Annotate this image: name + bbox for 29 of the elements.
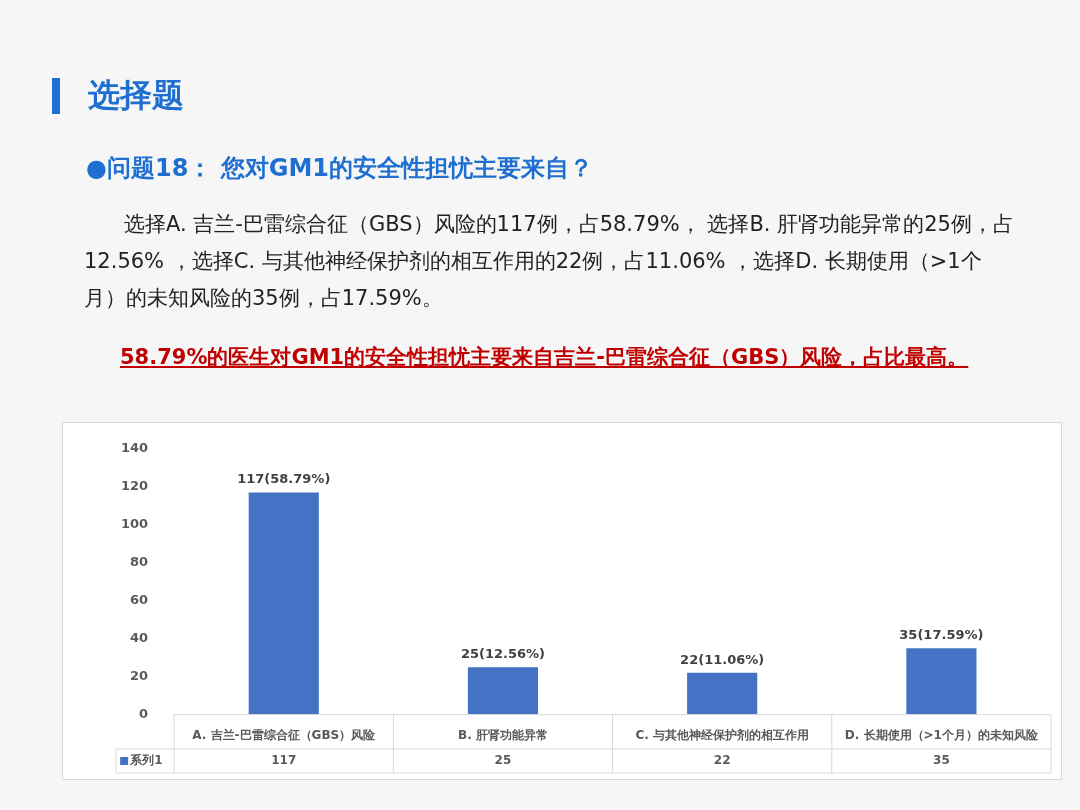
data-label: 35 (933, 753, 950, 768)
chart-title: 选择题 (88, 75, 184, 116)
chart-subtitle: ●问题18： 您对GM1的安全性担忧主要来自？ (86, 153, 593, 184)
x-tick-label: C. 与其他神经保护剂的相互作用 (635, 727, 809, 742)
y-tick-label: 40 (130, 630, 149, 646)
annotation: 117(58.79%) (237, 471, 331, 487)
y-tick-label: 140 (121, 440, 149, 456)
annotation: 35(17.59%) (899, 627, 984, 643)
text: 58.79%的医生对GM1的安全性担忧主要来自吉兰-巴雷综合征（GBS）风险，占比最高。 (119, 344, 970, 371)
y-tick-label: 20 (130, 668, 149, 683)
data-label: 25 (494, 753, 512, 768)
x-tick-label: A. 吉兰-巴雷综合征（GBS）风险 (192, 727, 377, 742)
text: 选择A. 吉兰-巴雷综合征（GBS）风险的117例，占58.79%， 选择B. 肝肾功能异常的25例，占12.56% ，选择C. 与其他神经保护剂的相互作用的22例，占11.06% ，选择D. 长期使用（>1个月）的未知风险的35例，占17.59%。 (84, 211, 1014, 312)
y-tick-label: 0 (139, 705, 149, 721)
bar (467, 667, 539, 715)
legend-label: 系列1 (129, 753, 163, 768)
bar (248, 492, 319, 715)
y-tick-label: 100 (121, 516, 149, 532)
bar (687, 672, 758, 715)
y-tick-label: 60 (130, 592, 149, 608)
x-tick-label: D. 长期使用（>1个月）的未知风险 (844, 727, 1039, 742)
annotation: 22(11.06%) (680, 651, 765, 667)
data-label: 22 (713, 753, 731, 768)
x-tick-label: B. 肝肾功能异常 (458, 727, 548, 742)
data-label: 117 (271, 753, 297, 768)
y-tick-label: 120 (121, 478, 149, 494)
bar (906, 648, 977, 715)
annotation: 25(12.56%) (460, 646, 546, 662)
y-tick-label: 80 (130, 554, 149, 570)
